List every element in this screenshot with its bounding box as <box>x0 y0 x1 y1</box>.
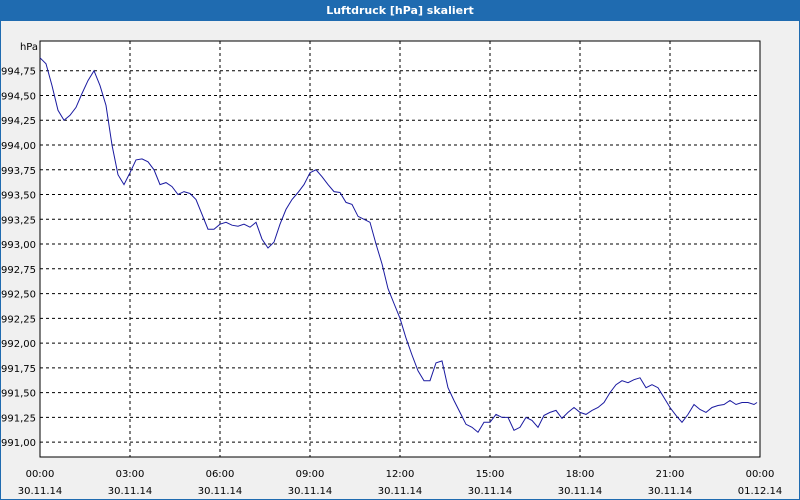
y-tick-label: 994,25 <box>1 116 36 127</box>
x-tick-label-time: 09:00 <box>296 469 325 480</box>
x-tick-label-date: 30.11.14 <box>648 486 693 497</box>
y-tick-label: 994,75 <box>1 67 36 78</box>
x-tick-label-date: 30.11.14 <box>558 486 603 497</box>
y-tick-label: 991,50 <box>1 389 36 400</box>
x-tick-label-time: 00:00 <box>746 469 775 480</box>
x-tick-label-date: 30.11.14 <box>468 486 513 497</box>
y-tick-label: 992,75 <box>1 265 36 276</box>
y-tick-label: 992,50 <box>1 290 36 301</box>
y-tick-label: 993,75 <box>1 166 36 177</box>
x-tick-label-date: 30.11.14 <box>378 486 423 497</box>
y-tick-label: 994,50 <box>1 91 36 102</box>
y-tick-label: 992,00 <box>1 339 36 350</box>
y-axis-unit-label: hPa <box>20 42 38 53</box>
x-tick-label-date: 30.11.14 <box>198 486 243 497</box>
y-tick-label: 994,00 <box>1 141 36 152</box>
x-tick-label-time: 06:00 <box>206 469 235 480</box>
x-tick-label-time: 12:00 <box>386 469 415 480</box>
y-tick-label: 993,00 <box>1 240 36 251</box>
x-tick-label-time: 03:00 <box>116 469 145 480</box>
x-tick-label-date: 01.12.14 <box>738 486 783 497</box>
window-title: Luftdruck [hPa] skaliert <box>1 1 799 21</box>
x-tick-labels: 00:00 30.11.14 03:00 30.11.14 06:00 30.11.14 0… <box>18 469 783 497</box>
y-tick-label: 993,50 <box>1 191 36 202</box>
x-tick-label-time: 18:00 <box>566 469 595 480</box>
y-tick-label: 993,25 <box>1 215 36 226</box>
y-tick-label: 991,25 <box>1 413 36 424</box>
x-tick-label-date: 30.11.14 <box>18 486 63 497</box>
x-tick-label-time: 21:00 <box>656 469 685 480</box>
y-tick-labels: 991,00 991,25 991,50 991,75 992,00 992,25 992,… <box>1 67 36 449</box>
x-tick-label-date: 30.11.14 <box>108 486 153 497</box>
plot-area <box>39 40 761 458</box>
x-tick-label-date: 30.11.14 <box>288 486 333 497</box>
y-tick-label: 991,75 <box>1 364 36 375</box>
x-tick-label-time: 00:00 <box>26 469 55 480</box>
x-tick-label-time: 15:00 <box>476 469 505 480</box>
y-tick-label: 991,00 <box>1 438 36 449</box>
y-tick-label: 992,25 <box>1 314 36 325</box>
series-line-luftdruck <box>39 57 758 433</box>
